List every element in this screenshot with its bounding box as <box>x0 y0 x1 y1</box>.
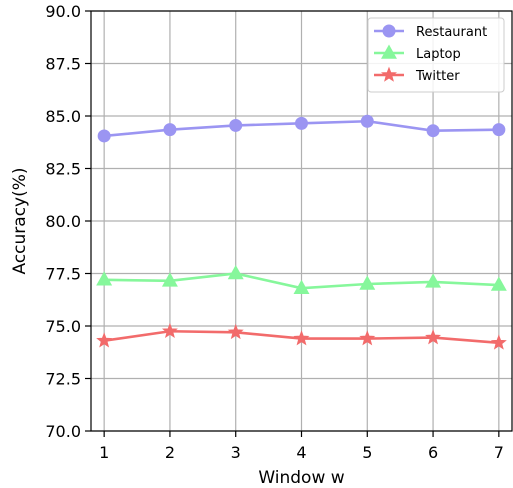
y-tick-label: 80.0 <box>45 212 81 231</box>
legend-item-laptop: Laptop <box>374 44 461 62</box>
restaurant-point <box>163 123 177 137</box>
laptop-point <box>96 271 113 286</box>
laptop-point <box>227 264 244 280</box>
y-tick-label: 72.5 <box>45 370 81 389</box>
twitter-point <box>425 329 442 345</box>
restaurant-point <box>492 123 506 137</box>
laptop-point <box>293 279 310 294</box>
legend-box <box>367 17 505 93</box>
y-tick-label: 70.0 <box>45 422 81 441</box>
twitter-point <box>227 323 244 340</box>
y-tick-label: 85.0 <box>45 107 81 126</box>
legend-label: Twitter <box>415 69 460 84</box>
legend-swatch-marker <box>381 66 397 82</box>
series-restaurant <box>97 114 506 143</box>
x-axis-label: Window w <box>258 468 344 488</box>
laptop-point <box>161 272 178 287</box>
legend-swatch-marker <box>382 24 396 38</box>
legend-item-restaurant: Restaurant <box>374 24 487 40</box>
restaurant-point <box>295 116 308 130</box>
y-axis-label: Accuracy(%) <box>10 167 30 274</box>
series-twitter <box>96 322 507 350</box>
twitter-point <box>359 330 376 346</box>
x-tick-label: 6 <box>428 443 438 462</box>
legend-label: Laptop <box>416 47 461 62</box>
grid-lines <box>91 10 512 432</box>
x-tick-label: 4 <box>296 443 306 462</box>
restaurant-point <box>360 114 374 128</box>
y-tick-label: 90.0 <box>45 2 81 21</box>
restaurant-point <box>229 118 243 132</box>
series-laptop <box>96 264 507 294</box>
legend-swatch-marker <box>381 44 397 59</box>
restaurant-point <box>97 129 111 143</box>
laptop-point <box>359 275 376 290</box>
x-tick-label: 2 <box>165 443 175 462</box>
laptop-point <box>425 273 442 288</box>
legend-item-twitter: Twitter <box>374 66 460 84</box>
twitter-point <box>161 322 178 339</box>
x-tick-label: 7 <box>494 443 504 462</box>
twitter-point <box>293 330 310 346</box>
restaurant-point <box>426 124 440 138</box>
laptop-point <box>490 276 507 291</box>
y-tick-label: 87.5 <box>45 55 81 74</box>
y-tick-label: 77.5 <box>45 265 81 284</box>
legend-label: Restaurant <box>416 25 487 40</box>
twitter-point <box>96 332 113 348</box>
y-tick-label: 75.0 <box>45 317 81 336</box>
axis-ticks: 70.0 72.5 75.0 77.5 80.0 82.5 85.0 87.5 90.0 1 2 3 4… <box>45 2 504 462</box>
x-tick-label: 5 <box>362 443 372 462</box>
twitter-point <box>490 334 507 350</box>
series-layer <box>96 114 507 350</box>
legend: Restaurant Laptop Twitter <box>367 17 505 93</box>
x-tick-label: 3 <box>231 443 241 462</box>
y-tick-label: 82.5 <box>45 160 81 179</box>
x-tick-label: 1 <box>99 443 109 462</box>
